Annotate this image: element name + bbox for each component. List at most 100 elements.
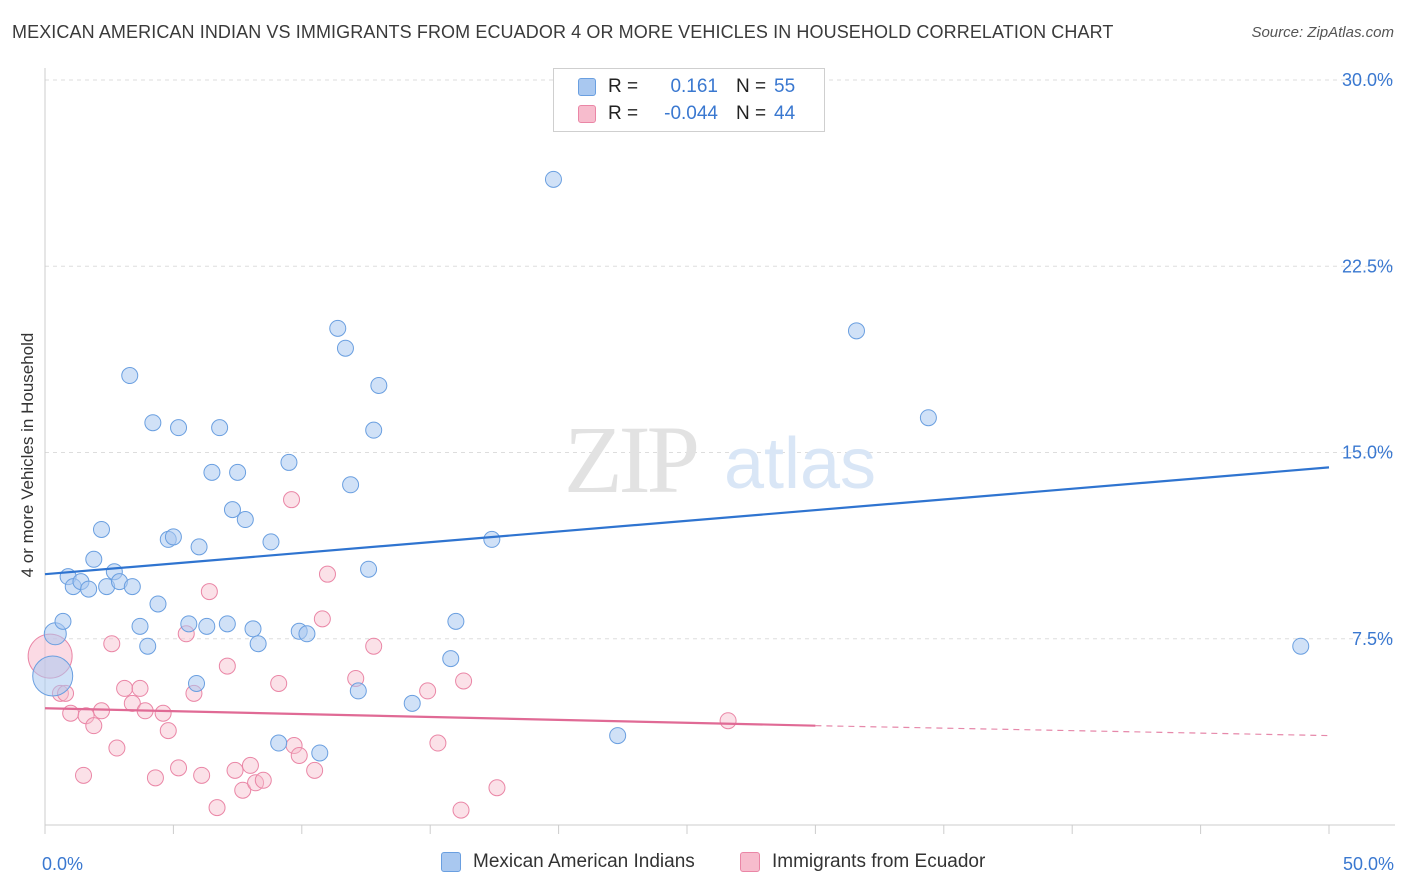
series-label-pink: Immigrants from Ecuador <box>772 851 986 872</box>
series-legend-pink: Immigrants from Ecuador <box>740 851 985 873</box>
point-mexican-american-indians <box>447 612 465 630</box>
point-mexican-american-indians <box>211 419 229 437</box>
point-immigrants-ecuador <box>159 722 177 740</box>
legend-row-blue: R = 0.161 N = 55 <box>578 74 795 100</box>
point-immigrants-ecuador <box>131 679 149 697</box>
point-immigrants-ecuador <box>146 769 164 787</box>
point-mexican-american-indians <box>85 550 103 568</box>
legend-r-label: R = <box>608 76 639 97</box>
point-mexican-american-indians <box>483 530 501 548</box>
point-mexican-american-indians <box>236 511 254 529</box>
y-tick-label: 7.5% <box>1352 629 1393 649</box>
point-immigrants-ecuador <box>719 712 737 730</box>
grid-lines <box>45 79 1395 640</box>
point-mexican-american-indians <box>190 538 208 556</box>
point-mexican-american-indians <box>544 170 562 188</box>
point-mexican-american-indians <box>203 463 221 481</box>
point-immigrants-ecuador <box>452 801 470 819</box>
point-immigrants-ecuador <box>218 657 236 675</box>
series-swatch-blue <box>441 852 461 872</box>
point-mexican-american-indians <box>32 655 74 697</box>
legend-n-label: N = <box>736 103 767 124</box>
point-immigrants-ecuador <box>306 761 324 779</box>
point-mexican-american-indians <box>847 322 865 340</box>
point-immigrants-ecuador <box>290 746 308 764</box>
y-tick-label: 22.5% <box>1342 256 1393 276</box>
axes <box>44 68 1395 834</box>
point-immigrants-ecuador <box>170 759 188 777</box>
legend-n-label: N = <box>736 76 767 97</box>
data-points <box>27 170 1310 819</box>
legend-r-value: 0.161 <box>670 76 718 97</box>
watermark-zip: ZIP <box>564 406 697 513</box>
point-mexican-american-indians <box>360 560 378 578</box>
point-mexican-american-indians <box>170 419 188 437</box>
point-immigrants-ecuador <box>318 565 336 583</box>
point-immigrants-ecuador <box>254 771 272 789</box>
point-immigrants-ecuador <box>241 756 259 774</box>
point-immigrants-ecuador <box>365 637 383 655</box>
point-mexican-american-indians <box>270 734 288 752</box>
point-mexican-american-indians <box>92 520 110 538</box>
legend-n-value: 55 <box>774 76 796 97</box>
legend-n-value: 44 <box>774 103 796 124</box>
point-mexican-american-indians <box>198 617 216 635</box>
chart-title: MEXICAN AMERICAN INDIAN VS IMMIGRANTS FR… <box>12 22 1114 42</box>
point-immigrants-ecuador <box>208 799 226 817</box>
trend-line-blue <box>44 466 1330 576</box>
x-tick-label: 0.0% <box>42 854 83 874</box>
point-mexican-american-indians <box>262 533 280 551</box>
point-mexican-american-indians <box>342 476 360 494</box>
y-tick-label: 15.0% <box>1342 443 1393 463</box>
point-mexican-american-indians <box>919 409 937 427</box>
point-immigrants-ecuador <box>270 674 288 692</box>
point-mexican-american-indians <box>80 580 98 598</box>
correlation-legend: R = 0.161 N = 55 R = -0.044 N = 44 <box>553 68 825 132</box>
point-immigrants-ecuador <box>108 739 126 757</box>
legend-r-label: R = <box>608 103 639 124</box>
point-mexican-american-indians <box>54 612 72 630</box>
trend-line-pink-extension <box>815 725 1330 737</box>
point-mexican-american-indians <box>131 617 149 635</box>
point-mexican-american-indians <box>218 615 236 633</box>
point-mexican-american-indians <box>336 339 354 357</box>
point-mexican-american-indians <box>164 528 182 546</box>
point-mexican-american-indians <box>188 674 206 692</box>
point-mexican-american-indians <box>349 682 367 700</box>
legend-swatch-blue <box>578 78 596 96</box>
point-immigrants-ecuador <box>419 682 437 700</box>
legend-r-value: -0.044 <box>664 103 718 124</box>
point-mexican-american-indians <box>403 694 421 712</box>
trend-line-pink <box>44 707 816 727</box>
point-mexican-american-indians <box>144 414 162 432</box>
tick-labels: 7.5% 15.0% 22.5% 30.0% 0.0% 50.0% <box>42 70 1394 874</box>
point-mexican-american-indians <box>311 744 329 762</box>
point-immigrants-ecuador <box>226 761 244 779</box>
point-mexican-american-indians <box>123 578 141 596</box>
series-legend-blue: Mexican American Indians <box>441 851 695 873</box>
point-immigrants-ecuador <box>116 679 134 697</box>
point-immigrants-ecuador <box>429 734 447 752</box>
point-immigrants-ecuador <box>200 583 218 601</box>
point-mexican-american-indians <box>180 615 198 633</box>
point-mexican-american-indians <box>223 501 241 519</box>
source-label: Source: ZipAtlas.com <box>1251 24 1394 41</box>
legend-row-pink: R = -0.044 N = 44 <box>578 101 795 127</box>
point-mexican-american-indians <box>442 650 460 668</box>
point-immigrants-ecuador <box>75 766 93 784</box>
point-immigrants-ecuador <box>283 491 301 509</box>
legend-swatch-pink <box>578 105 596 123</box>
point-mexican-american-indians <box>139 637 157 655</box>
point-mexican-american-indians <box>298 625 316 643</box>
watermark-atlas: atlas <box>724 424 876 504</box>
point-immigrants-ecuador <box>455 672 473 690</box>
point-immigrants-ecuador <box>85 717 103 735</box>
point-mexican-american-indians <box>244 620 262 638</box>
point-mexican-american-indians <box>370 376 388 394</box>
point-mexican-american-indians <box>365 421 383 439</box>
point-immigrants-ecuador <box>193 766 211 784</box>
point-immigrants-ecuador <box>313 610 331 628</box>
watermark: ZIP atlas <box>564 406 876 513</box>
point-mexican-american-indians <box>1292 637 1310 655</box>
